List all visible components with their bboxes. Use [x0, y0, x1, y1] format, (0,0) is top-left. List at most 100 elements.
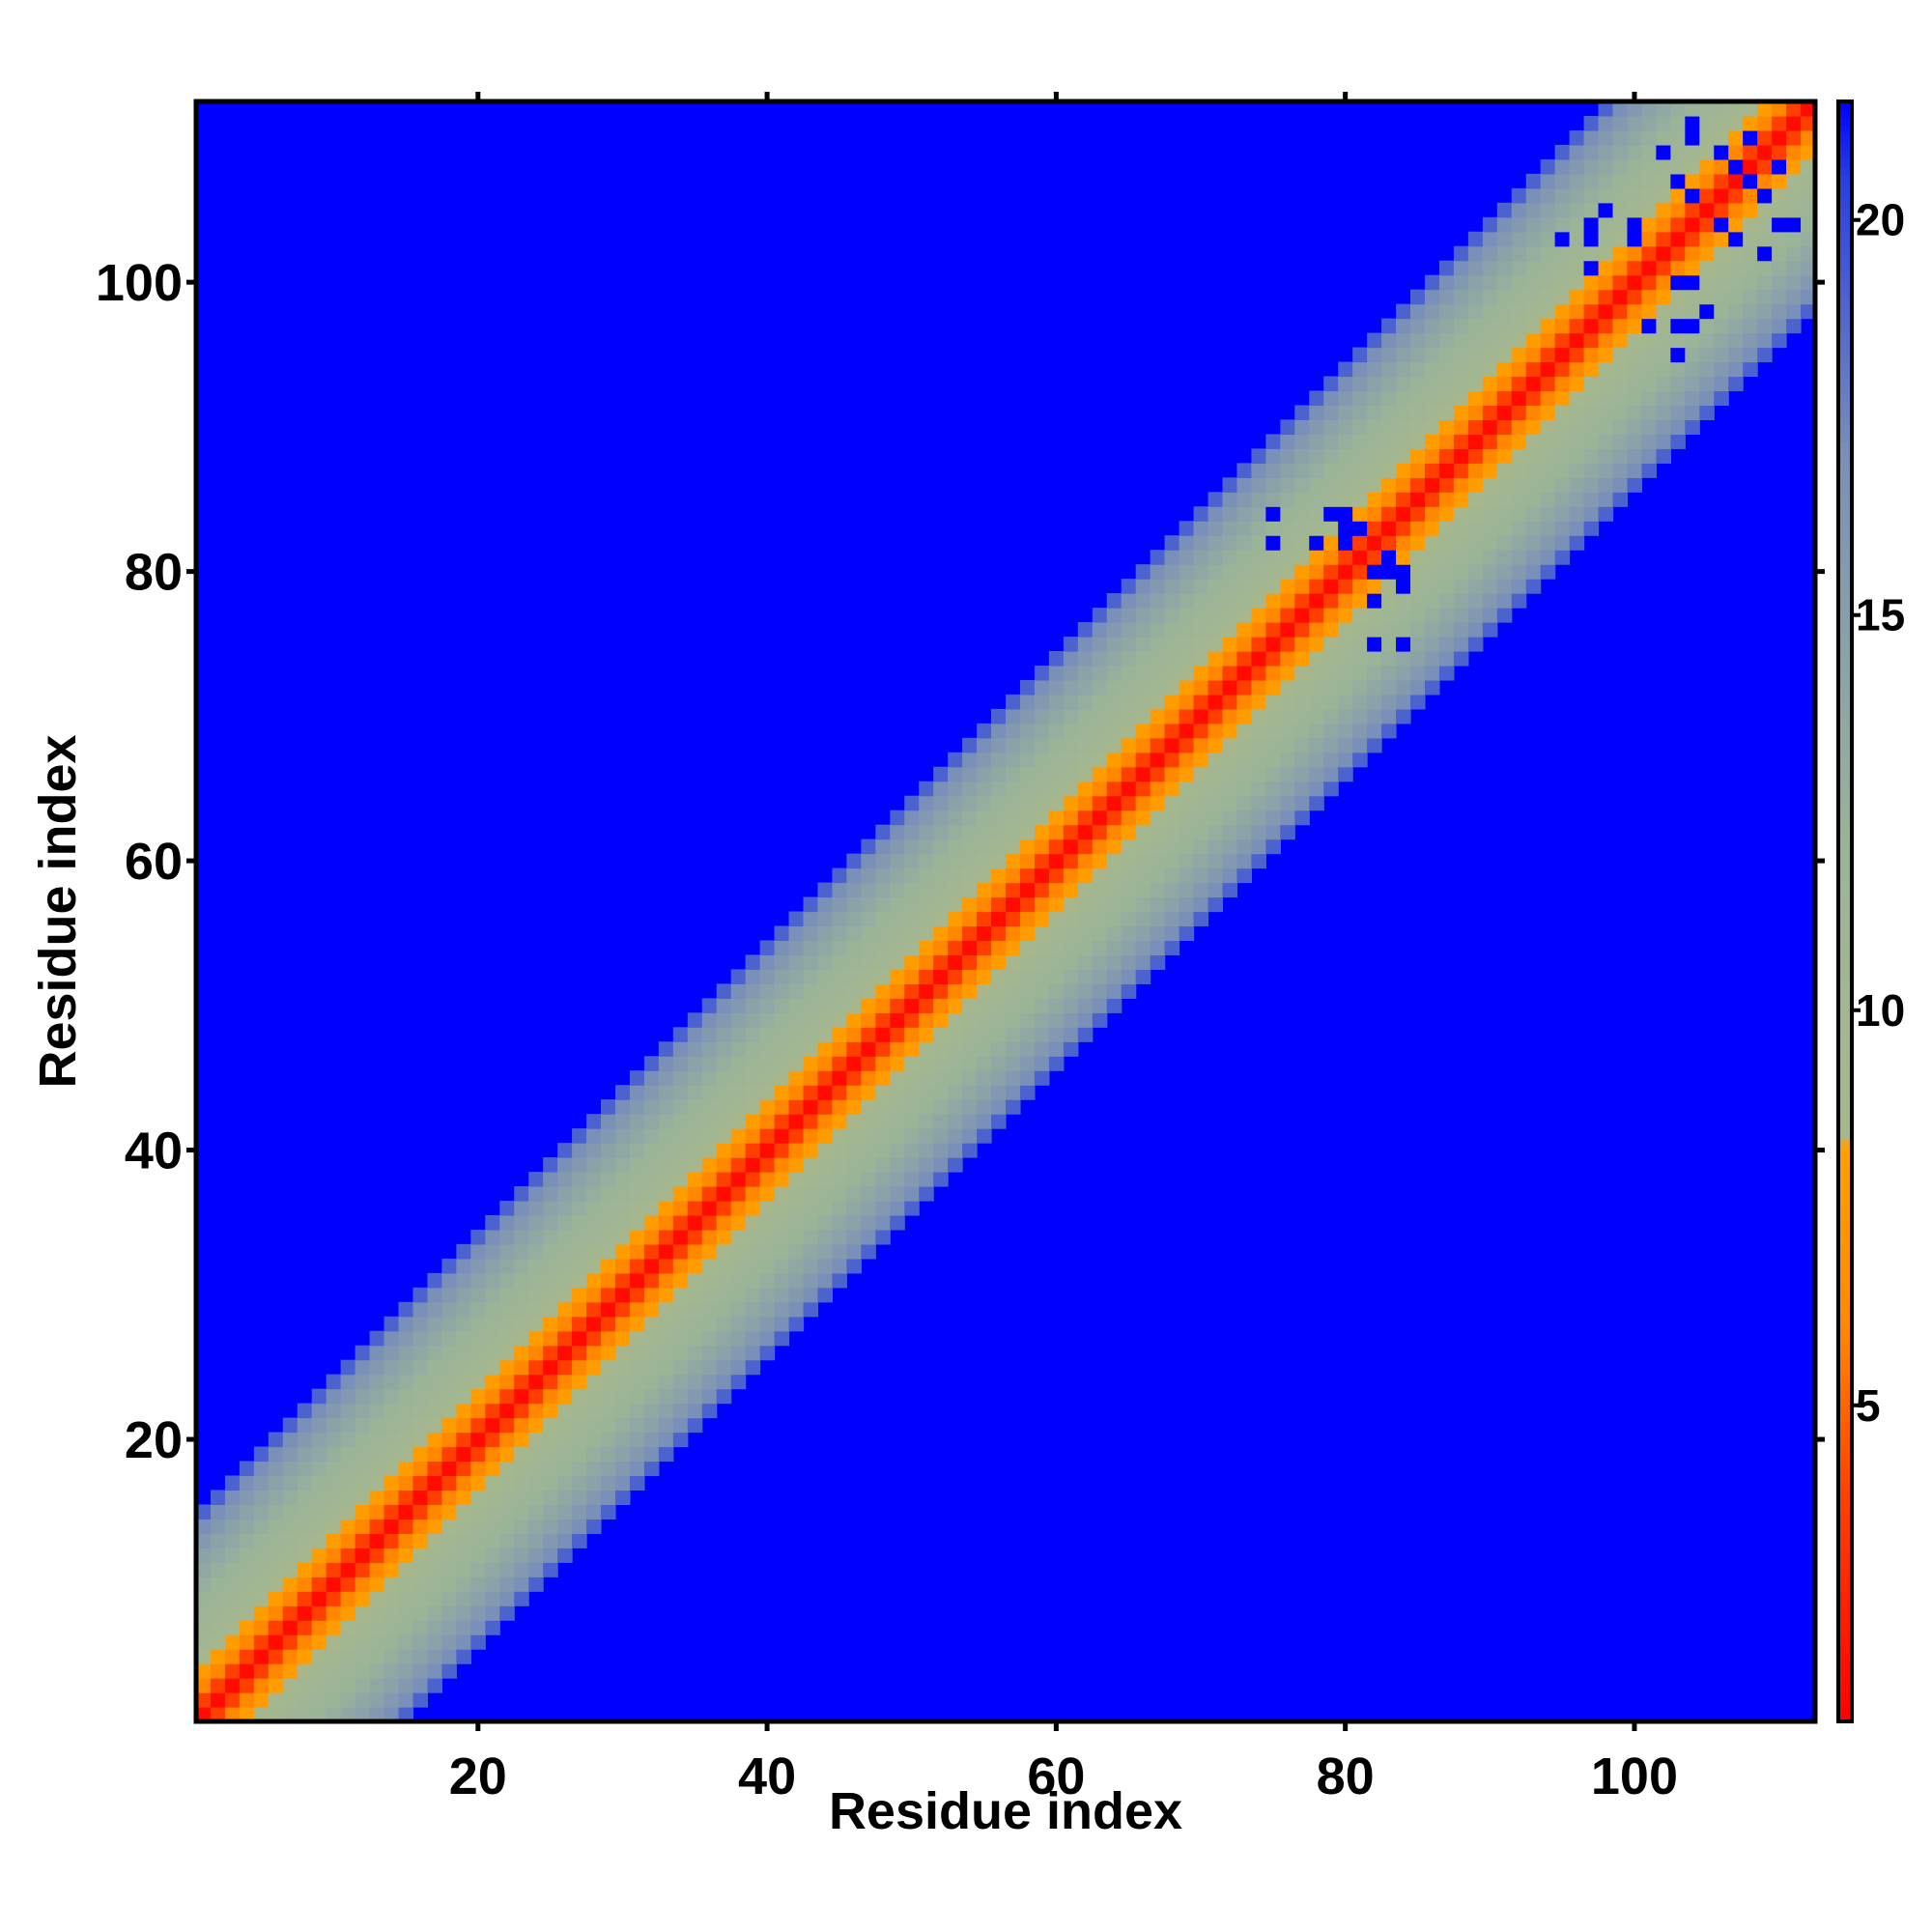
heatmap-cell	[224, 1504, 241, 1520]
heatmap-cell	[514, 1345, 529, 1361]
heatmap-cell	[1627, 405, 1643, 421]
heatmap-cell	[832, 969, 847, 984]
heatmap-cell	[1034, 1056, 1050, 1071]
heatmap-cell	[1583, 376, 1600, 392]
heatmap-cell	[658, 1243, 674, 1260]
heatmap-cell	[1743, 173, 1758, 189]
heatmap-cell	[1006, 867, 1021, 884]
heatmap-cell	[1294, 781, 1310, 797]
heatmap-cell	[369, 1707, 385, 1722]
heatmap-cell	[1135, 824, 1151, 840]
heatmap-cell	[832, 925, 847, 942]
heatmap-cell	[832, 1012, 847, 1028]
heatmap-cell	[1670, 245, 1686, 262]
heatmap-cell	[297, 1678, 313, 1693]
heatmap-cell	[730, 998, 747, 1013]
heatmap-cell	[1208, 492, 1224, 507]
heatmap-cell	[1077, 694, 1094, 710]
heatmap-cell	[919, 1056, 934, 1071]
heatmap-cell	[658, 1099, 674, 1115]
heatmap-cell	[788, 1214, 805, 1231]
heatmap-cell	[1540, 158, 1556, 175]
heatmap-cell	[601, 1504, 616, 1520]
colorbar-segment	[1838, 433, 1852, 442]
colorbar-segment	[1838, 1672, 1852, 1682]
heatmap-cell	[427, 1620, 442, 1635]
heatmap-cell	[1424, 434, 1440, 449]
colorbar-segment	[1838, 895, 1852, 904]
heatmap-cell	[730, 1287, 747, 1303]
heatmap-cell	[1482, 332, 1498, 349]
colorbar-segment	[1838, 150, 1852, 159]
colorbar-segment	[1838, 506, 1852, 516]
heatmap-cell	[572, 1185, 587, 1202]
heatmap-cell	[326, 1490, 342, 1505]
heatmap-cell	[1338, 665, 1353, 681]
heatmap-cell	[1294, 752, 1310, 768]
heatmap-cell	[528, 1200, 544, 1216]
heatmap-cell	[832, 1099, 847, 1115]
heatmap-cell	[1048, 911, 1065, 927]
heatmap-cell	[948, 896, 963, 913]
heatmap-cell	[340, 1634, 356, 1650]
heatmap-cell	[1583, 289, 1600, 305]
heatmap-cell	[774, 925, 790, 942]
heatmap-cell	[384, 1345, 400, 1361]
heatmap-cell	[1641, 289, 1657, 305]
heatmap-cell	[745, 1243, 761, 1260]
heatmap-cell	[1525, 332, 1542, 349]
heatmap-cell	[1540, 245, 1556, 262]
heatmap-cell	[586, 1114, 602, 1129]
heatmap-cell	[759, 1157, 776, 1173]
heatmap-cell	[1265, 723, 1281, 739]
heatmap-cell	[441, 1301, 457, 1318]
heatmap-cell	[485, 1591, 500, 1606]
heatmap-cell	[1294, 448, 1310, 464]
heatmap-cell	[817, 1214, 834, 1231]
heatmap-cell	[557, 1504, 573, 1520]
heatmap-cell	[1265, 679, 1281, 696]
heatmap-cell	[398, 1678, 414, 1693]
heatmap-cell	[514, 1562, 529, 1577]
heatmap-cell	[1006, 969, 1021, 984]
heatmap-cell	[817, 1185, 834, 1202]
heatmap-cell	[861, 911, 876, 927]
heatmap-cell	[282, 1432, 298, 1448]
heatmap-cell	[774, 940, 790, 956]
colorbar-segment	[1838, 944, 1852, 953]
heatmap-cell	[1048, 650, 1065, 667]
heatmap-cell	[1728, 318, 1744, 334]
heatmap-cell	[817, 1128, 834, 1144]
heatmap-cell	[456, 1548, 471, 1563]
heatmap-cell	[1019, 853, 1036, 869]
heatmap-cell	[1019, 708, 1036, 724]
heatmap-cell	[788, 1243, 805, 1260]
heatmap-cell	[239, 1562, 255, 1577]
heatmap-cell	[933, 1012, 949, 1028]
heatmap-cell	[1685, 245, 1700, 262]
heatmap-cell	[1048, 954, 1065, 970]
heatmap-cell	[861, 1143, 876, 1158]
heatmap-cell	[890, 969, 905, 984]
heatmap-cell	[1208, 838, 1224, 855]
heatmap-cell	[759, 1041, 776, 1057]
heatmap-cell	[1396, 637, 1411, 652]
heatmap-cell	[268, 1461, 284, 1477]
heatmap-cell	[1106, 954, 1122, 970]
heatmap-cell	[369, 1359, 385, 1376]
colorbar-segment	[1838, 1194, 1852, 1205]
colorbar-segment	[1838, 368, 1852, 378]
heatmap-cell	[1438, 303, 1455, 320]
heatmap-cell	[1525, 463, 1542, 478]
heatmap-cell	[601, 1157, 616, 1173]
heatmap-cell	[282, 1475, 298, 1492]
heatmap-cell	[1092, 983, 1108, 999]
heatmap-cell	[601, 1432, 616, 1448]
heatmap-cell	[427, 1591, 442, 1606]
heatmap-cell	[355, 1359, 371, 1376]
colorbar-segment	[1838, 846, 1852, 856]
heatmap-cell	[1092, 637, 1108, 652]
heatmap-cell	[1438, 405, 1455, 421]
heatmap-cell	[1179, 665, 1195, 681]
heatmap-cell	[196, 1605, 212, 1621]
